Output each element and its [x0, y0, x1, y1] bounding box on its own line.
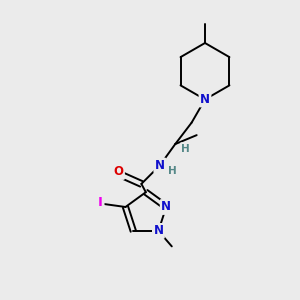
Text: I: I [98, 196, 103, 209]
Text: H: H [181, 143, 190, 154]
Text: N: N [155, 159, 165, 172]
Text: N: N [200, 93, 210, 106]
Text: O: O [113, 166, 124, 178]
Text: N: N [153, 224, 164, 237]
Text: N: N [161, 200, 171, 214]
Text: H: H [168, 166, 177, 176]
